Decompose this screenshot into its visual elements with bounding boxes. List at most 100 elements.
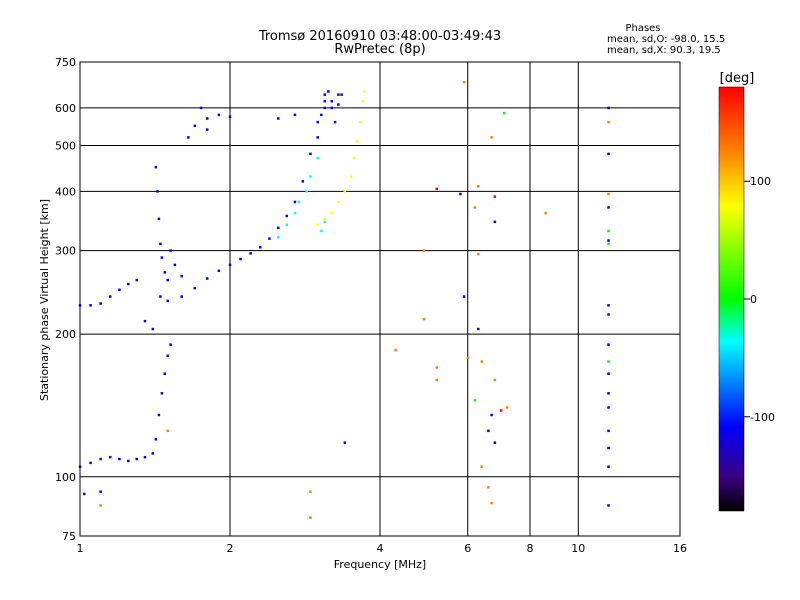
data-point (309, 175, 312, 178)
data-point (607, 465, 610, 468)
data-point (493, 378, 497, 382)
data-point (355, 140, 359, 143)
data-point (352, 156, 356, 160)
data-point (180, 295, 183, 298)
data-point (239, 257, 242, 261)
data-point (607, 152, 610, 156)
data-point (135, 278, 139, 282)
data-point (337, 200, 340, 204)
data-point (544, 211, 547, 215)
data-point (607, 206, 610, 209)
data-point (301, 180, 305, 183)
data-point (228, 115, 232, 118)
data-point (466, 356, 469, 360)
data-point (180, 274, 183, 278)
y-axis-label: Stationary phase Virtual Height [km] (38, 199, 51, 401)
y-tick-label: 100 (55, 471, 76, 484)
data-point (435, 187, 439, 191)
data-point (363, 90, 366, 93)
y-tick-label: 200 (55, 328, 76, 341)
data-point (477, 327, 480, 331)
data-point (154, 437, 158, 441)
data-point (435, 378, 439, 382)
data-point (108, 455, 112, 459)
data-point (160, 256, 164, 259)
data-point (462, 295, 466, 298)
data-point (205, 128, 209, 131)
y-tick-label: 500 (55, 139, 76, 152)
colorbar-tick-label: -100 (750, 411, 775, 424)
data-point (157, 217, 161, 221)
colorbar (718, 86, 745, 512)
y-tick-label: 600 (55, 102, 76, 115)
data-point (166, 278, 169, 282)
x-axis-label: Frequency [MHz] (334, 558, 426, 571)
colorbar-tick-label: 0 (750, 293, 757, 306)
data-point (166, 429, 169, 433)
y-tick-label: 750 (55, 56, 76, 69)
data-point (135, 457, 139, 461)
x-tick-label: 10 (571, 542, 585, 555)
legend-line-x: mean, sd,X: 90.3, 19.5 (607, 45, 721, 56)
data-point (607, 229, 610, 233)
data-point (169, 249, 172, 252)
data-point (99, 490, 102, 493)
data-point (480, 360, 483, 363)
data-point (89, 304, 92, 307)
x-tick-label: 6 (464, 542, 471, 555)
data-point (487, 429, 490, 433)
colorbar-tick-label: 100 (750, 175, 771, 188)
data-point (127, 282, 130, 286)
data-point (166, 299, 169, 303)
data-point (157, 413, 161, 417)
data-point (493, 220, 497, 224)
data-point (228, 263, 232, 267)
data-point (502, 111, 506, 115)
data-point (193, 286, 197, 290)
legend-line-o: mean, sd,O: -98.0, 15.5 (607, 34, 725, 45)
data-point (358, 120, 362, 124)
data-point (173, 263, 177, 267)
data-point (154, 165, 158, 169)
data-point (163, 372, 167, 375)
data-point (462, 80, 466, 84)
data-point (473, 399, 477, 402)
data-point (607, 392, 610, 395)
data-point (505, 406, 509, 409)
data-point (499, 409, 503, 412)
data-point (340, 93, 343, 96)
data-point (323, 93, 327, 96)
data-point (607, 446, 610, 450)
legend-title: Phases (625, 23, 660, 34)
data-point (490, 136, 493, 139)
data-point (127, 459, 130, 463)
data-point (330, 99, 333, 103)
data-point (349, 175, 353, 178)
data-point (99, 302, 102, 305)
data-point (277, 226, 280, 230)
data-point (361, 99, 365, 103)
data-point (316, 156, 319, 160)
data-point (305, 190, 308, 193)
data-point (156, 190, 159, 193)
data-point (293, 200, 297, 204)
data-point (422, 317, 426, 321)
data-point (477, 252, 480, 256)
data-point (166, 354, 169, 358)
data-point (309, 152, 312, 156)
data-point (277, 236, 280, 239)
data-point (607, 343, 610, 346)
data-point (394, 348, 397, 352)
data-point (490, 501, 493, 505)
data-point (159, 242, 162, 246)
data-point (285, 214, 289, 218)
data-point (169, 343, 172, 346)
data-point (607, 304, 610, 307)
x-tick-label: 2 (227, 542, 234, 555)
data-point (459, 192, 462, 196)
x-tick-label: 16 (673, 542, 687, 555)
data-point (258, 245, 262, 249)
data-point (330, 211, 333, 215)
data-point (607, 192, 610, 196)
